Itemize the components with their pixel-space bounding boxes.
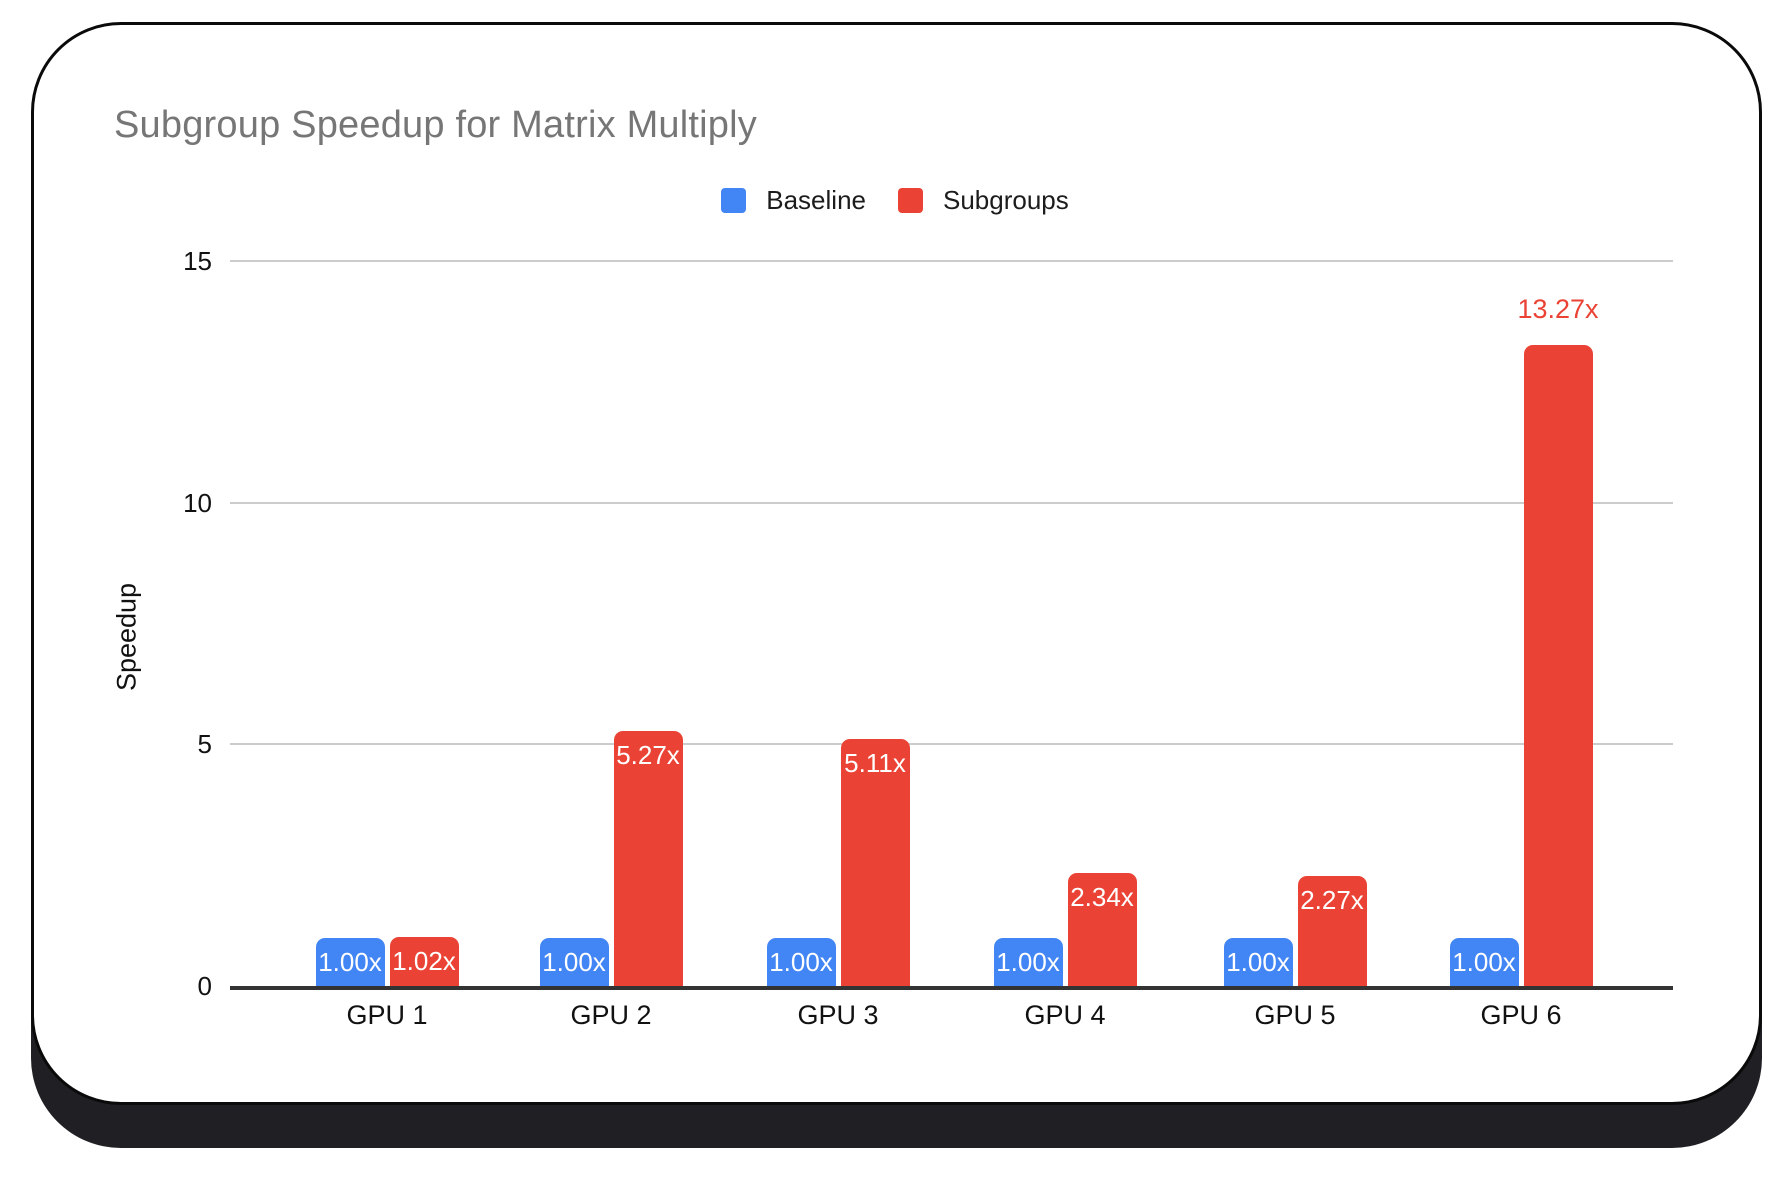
bar-value-label: 13.27x: [1517, 293, 1599, 324]
gridline-5: [230, 743, 1673, 746]
x-tick-label-gpu-3: GPU 3: [797, 1000, 879, 1030]
bar-baseline-gpu-2: 1.00x: [539, 937, 609, 986]
bar-baseline-gpu-3: 1.00x: [766, 937, 836, 986]
legend-label: Baseline: [766, 185, 866, 215]
y-tick-label-15: 15: [183, 246, 212, 276]
bar-baseline-gpu-6: 1.00x: [1449, 937, 1519, 986]
bar-value-label: 1.00x: [1226, 946, 1290, 977]
bar-baseline-gpu-5: 1.00x: [1223, 937, 1293, 986]
bar-value-label: 2.27x: [1300, 885, 1364, 916]
bar-baseline-gpu-4: 1.00x: [993, 937, 1063, 986]
bar-value-label: 1.00x: [1452, 946, 1516, 977]
bar-value-label: 5.27x: [616, 740, 680, 771]
bar-value-label: 1.00x: [996, 946, 1060, 977]
legend-swatch-baseline: [721, 188, 747, 213]
legend-label: Subgroups: [942, 185, 1069, 215]
bar-value-label: 5.11x: [844, 748, 906, 779]
bar-value-label: 1.00x: [318, 946, 382, 977]
x-tick-label-gpu-1: GPU 1: [346, 1000, 428, 1030]
bar-value-label: 1.02x: [392, 945, 456, 976]
x-tick-label-gpu-5: GPU 5: [1254, 1000, 1336, 1030]
legend-swatch-subgroups: [897, 188, 923, 213]
legend: Baseline Subgroups: [0, 185, 1790, 216]
y-tick-label-5: 5: [197, 729, 212, 760]
bar-subgroups-gpu-2: 5.27x: [613, 731, 683, 986]
x-tick-label-gpu-6: GPU 6: [1480, 1000, 1562, 1030]
chart-title: Subgroup Speedup for Matrix Multiply: [114, 104, 757, 146]
bar-value-label: 1.00x: [769, 946, 833, 977]
bar-subgroups-gpu-4: 2.34x: [1067, 872, 1137, 986]
bar-value-label: 2.34x: [1070, 881, 1134, 912]
bar-value-label: 1.00x: [542, 946, 606, 977]
y-tick-label-10: 10: [183, 487, 212, 518]
bar-subgroups-gpu-5: 2.27x: [1297, 876, 1367, 986]
x-axis-line: [230, 986, 1673, 990]
x-tick-label-gpu-4: GPU 4: [1024, 1000, 1106, 1030]
bar-subgroups-gpu-1: 1.02x: [389, 936, 459, 986]
gridline-15: [230, 260, 1673, 262]
gridline-10: [230, 501, 1673, 504]
legend-item-baseline: Baseline: [721, 185, 866, 216]
y-tick-label-0: 0: [197, 971, 212, 1001]
x-tick-label-gpu-2: GPU 2: [570, 1000, 652, 1030]
bar-subgroups-gpu-6: [1523, 344, 1593, 986]
legend-item-subgroups: Subgroups: [897, 185, 1069, 216]
y-axis-title: Speedup: [111, 582, 142, 692]
bar-baseline-gpu-1: 1.00x: [315, 937, 385, 986]
bar-subgroups-gpu-3: 5.11x: [840, 739, 910, 986]
